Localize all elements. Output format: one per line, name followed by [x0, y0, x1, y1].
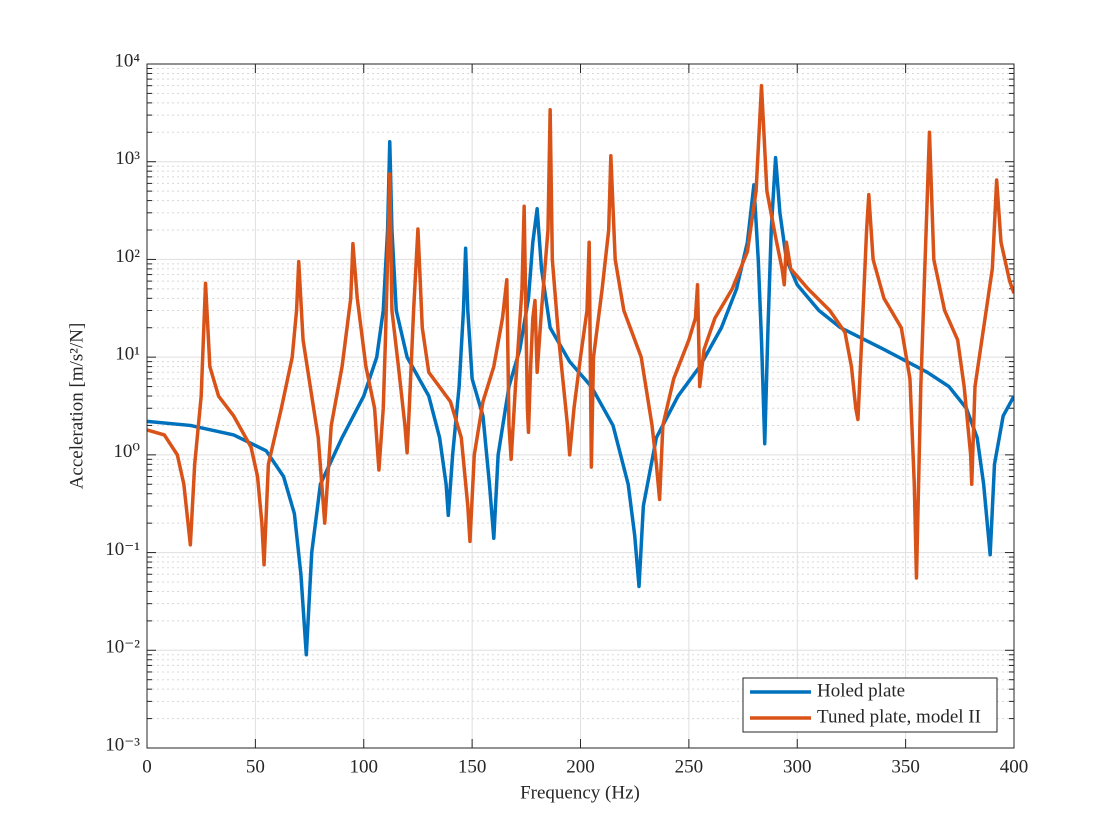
y-tick-label: 10⁻³ — [105, 734, 140, 755]
y-tick-label: 10³ — [115, 148, 140, 169]
y-tick-label: 10¹ — [115, 344, 140, 365]
x-tick-label: 50 — [246, 756, 265, 777]
x-tick-label: 300 — [783, 756, 812, 777]
x-tick-label: 150 — [458, 756, 487, 777]
y-tick-label: 10⁻² — [105, 637, 140, 658]
y-tick-label: 10⁰ — [113, 441, 140, 462]
legend-label: Holed plate — [817, 680, 905, 701]
y-tick-label: 10⁴ — [114, 50, 140, 71]
x-tick-label: 400 — [1000, 756, 1029, 777]
series-line — [147, 140, 1014, 657]
x-tick-label: 250 — [675, 756, 704, 777]
axes-frame — [146, 63, 1015, 749]
legend-box — [742, 677, 998, 733]
x-tick-label: 0 — [142, 756, 152, 777]
y-tick-label: 10² — [115, 246, 140, 267]
x-tick-label: 350 — [891, 756, 920, 777]
legend-label: Tuned plate, model II — [817, 706, 981, 727]
series-line — [147, 83, 1014, 580]
y-tick-label: 10⁻¹ — [105, 539, 140, 560]
x-tick-label: 100 — [350, 756, 379, 777]
x-tick-label: 200 — [566, 756, 595, 777]
y-axis-label: Acceleration [m/s²/N] — [66, 323, 87, 490]
x-axis-label: Frequency (Hz) — [520, 782, 640, 803]
